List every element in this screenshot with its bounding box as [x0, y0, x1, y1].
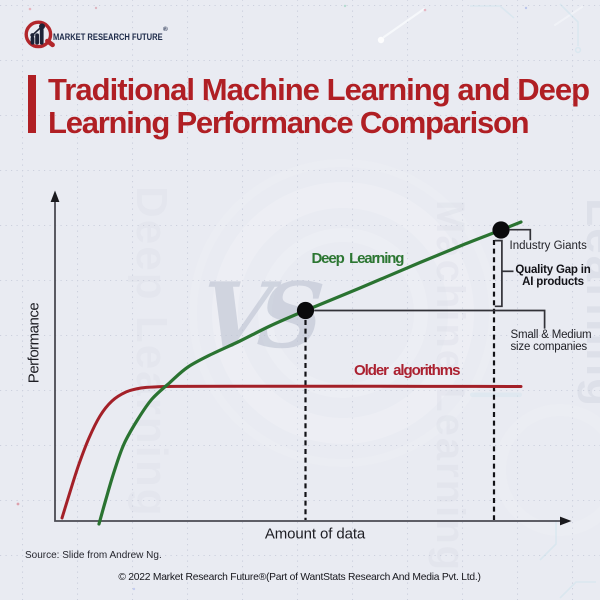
older-algorithms-label: Older algorithms	[354, 362, 460, 380]
quality-gap-line1: Quality Gap in	[515, 263, 591, 276]
older-algorithms-curve	[60, 384, 523, 520]
brand-registered-mark: ®	[163, 25, 168, 33]
y-axis-arrow	[50, 190, 60, 202]
x-axis-label: Amount of data	[264, 525, 366, 543]
industry-giants-connector	[509, 228, 532, 241]
small-medium-connector	[314, 309, 546, 329]
page-title: Traditional Machine Learning and Deep Lea…	[48, 71, 590, 141]
small-medium-line1: Small & Medium	[510, 328, 592, 341]
industry-giants-label: Industry Giants	[509, 239, 587, 252]
circuit-traces	[470, 3, 596, 599]
quality-gap-bracket	[494, 239, 503, 308]
magnifier-icon	[24, 20, 55, 49]
annotation-connectors	[314, 228, 546, 329]
axes	[50, 190, 572, 526]
deep-learning-label: Deep Learning	[311, 249, 405, 267]
y-axis-label: Performance	[25, 302, 42, 383]
accent-strip	[470, 392, 522, 398]
deep-learning-curve	[97, 220, 523, 526]
comet-streak	[377, 6, 583, 44]
small-medium-line2: size companies	[510, 340, 588, 353]
quality-gap-line2: AI products	[522, 275, 584, 288]
title-line1: Traditional Machine Learning and Deep	[48, 71, 590, 107]
watermark-edge-text: Learning	[577, 198, 600, 409]
brand-logo	[24, 20, 55, 49]
color-specks	[16, 4, 528, 591]
title-line2: Learning Performance Comparison	[48, 105, 530, 141]
watermark-left-text: Deep Learning	[127, 186, 176, 518]
copyright-note: © 2022 Market Research Future®(Part of W…	[118, 571, 481, 583]
industry-giants-dot	[492, 221, 510, 239]
x-axis-arrow	[560, 516, 572, 526]
title-accent-bar	[27, 75, 36, 133]
brand-name: MARKET RESEARCH FUTURE	[52, 31, 163, 42]
small-medium-label: Small & Medium size companies	[511, 329, 592, 354]
small-medium-dot	[296, 301, 315, 320]
source-note: Source: Slide from Andrew Ng.	[25, 549, 162, 561]
quality-gap-label: Quality Gap in AI products	[515, 264, 590, 288]
